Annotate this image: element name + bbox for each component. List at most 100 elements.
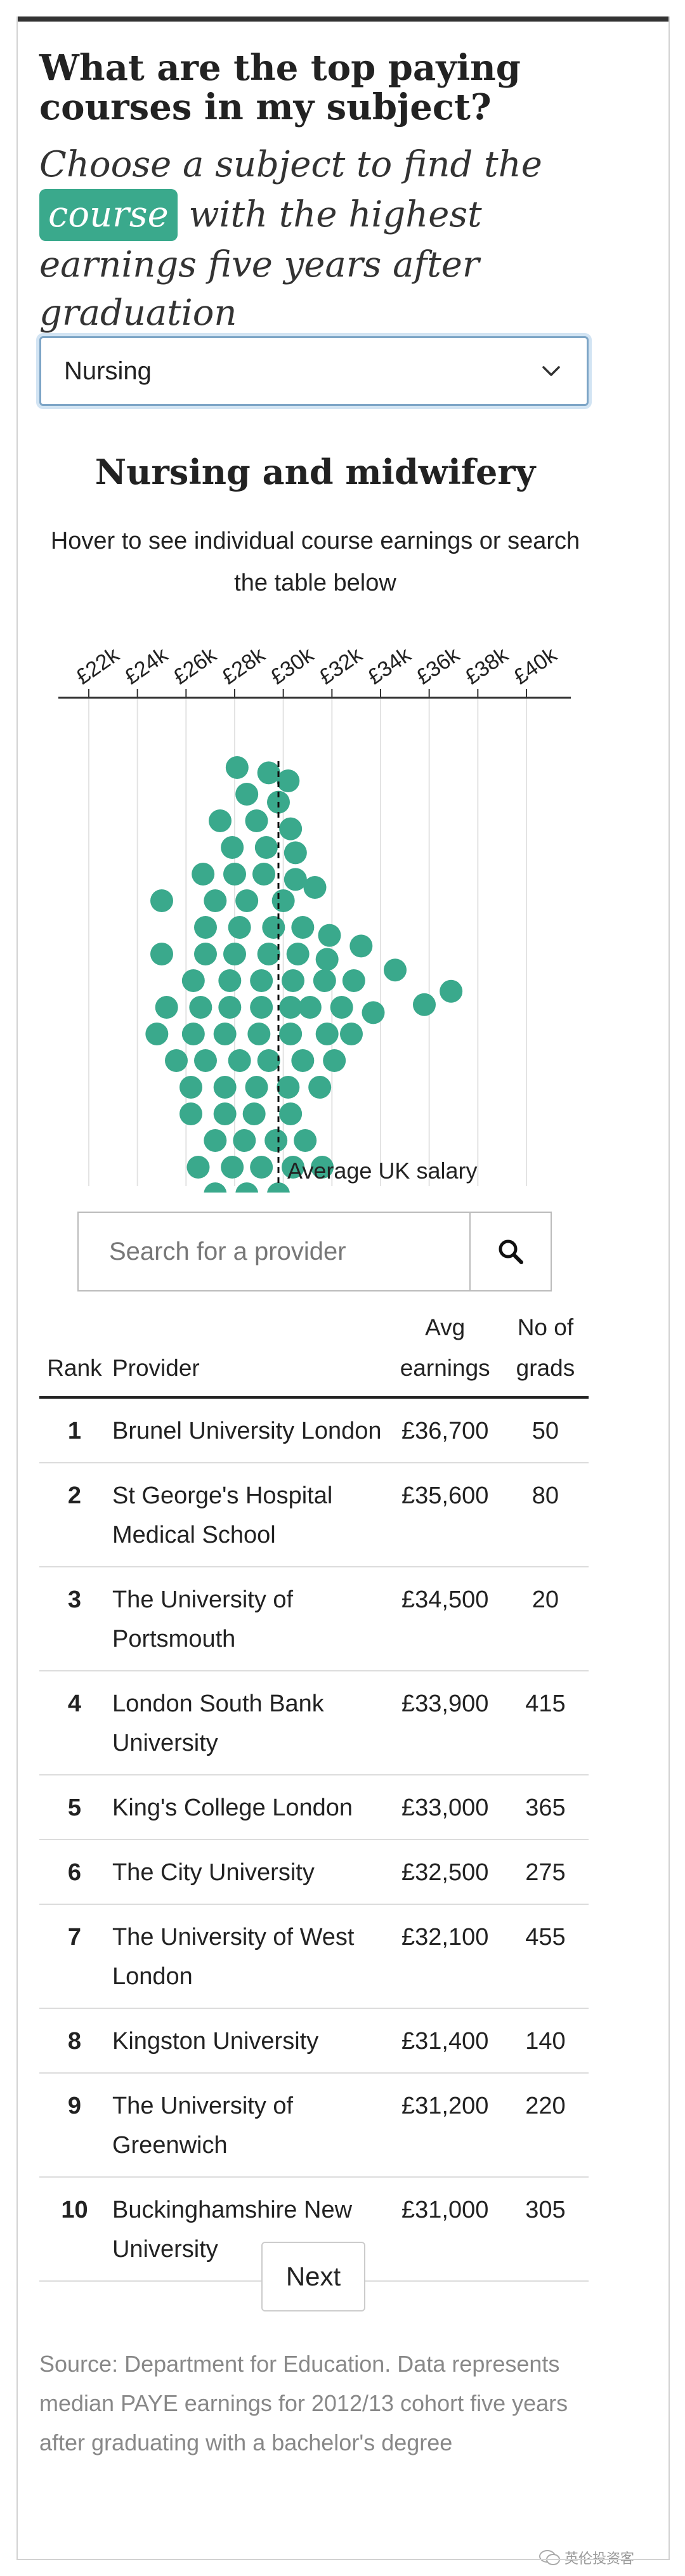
- course-point[interactable]: [235, 1182, 259, 1193]
- course-point[interactable]: [204, 1129, 227, 1152]
- provider-cell: The University of Portsmouth: [112, 1586, 294, 1652]
- course-point[interactable]: [235, 889, 259, 912]
- course-point[interactable]: [277, 1076, 300, 1099]
- header: What are the top paying courses in my su…: [39, 38, 591, 337]
- course-point[interactable]: [257, 943, 280, 965]
- x-tick-label: £24k: [120, 643, 173, 690]
- course-point[interactable]: [303, 876, 327, 899]
- course-point[interactable]: [291, 1049, 315, 1072]
- course-point[interactable]: [340, 1023, 363, 1045]
- course-point[interactable]: [213, 1102, 237, 1125]
- course-point[interactable]: [250, 996, 273, 1019]
- earnings-cell: £32,100: [401, 1924, 489, 1951]
- search-input[interactable]: [79, 1213, 469, 1290]
- course-point[interactable]: [254, 836, 278, 859]
- course-point[interactable]: [282, 969, 304, 992]
- course-point[interactable]: [313, 969, 336, 992]
- course-point[interactable]: [189, 996, 212, 1019]
- earnings-cell: £35,600: [401, 1482, 489, 1509]
- course-point[interactable]: [315, 1023, 339, 1045]
- course-point[interactable]: [311, 1156, 334, 1179]
- course-point[interactable]: [233, 1129, 256, 1152]
- course-point[interactable]: [271, 889, 295, 912]
- course-point[interactable]: [225, 756, 249, 779]
- course-point[interactable]: [235, 783, 259, 806]
- course-point[interactable]: [192, 863, 215, 886]
- course-point[interactable]: [318, 924, 341, 947]
- course-point[interactable]: [179, 1076, 202, 1099]
- course-point[interactable]: [279, 1102, 303, 1125]
- course-point[interactable]: [262, 916, 285, 939]
- bottom-rule: [16, 2559, 670, 2560]
- course-point[interactable]: [194, 916, 217, 939]
- course-point[interactable]: [279, 817, 303, 840]
- search-icon: [499, 1239, 523, 1264]
- course-point[interactable]: [264, 1129, 288, 1152]
- provider-cell: London South Bank University: [112, 1690, 324, 1756]
- course-point[interactable]: [267, 1182, 290, 1193]
- course-point[interactable]: [221, 836, 244, 859]
- course-point[interactable]: [204, 889, 227, 912]
- course-point[interactable]: [181, 969, 205, 992]
- course-point[interactable]: [228, 916, 251, 939]
- table-row: 8 Kingston University £31,400 140: [39, 2008, 589, 2073]
- course-point[interactable]: [277, 769, 300, 792]
- course-point[interactable]: [257, 1049, 280, 1072]
- course-point[interactable]: [213, 1076, 237, 1099]
- course-point[interactable]: [257, 761, 280, 785]
- course-point[interactable]: [250, 1156, 273, 1179]
- grads-cell: 20: [532, 1586, 559, 1613]
- course-point[interactable]: [221, 1156, 244, 1179]
- course-point[interactable]: [213, 1023, 237, 1045]
- next-page-button[interactable]: Next: [261, 2242, 365, 2311]
- subject-dropdown[interactable]: Nursing: [39, 336, 589, 406]
- course-point[interactable]: [294, 1129, 317, 1152]
- course-point[interactable]: [165, 1049, 188, 1072]
- course-point[interactable]: [279, 1023, 303, 1045]
- course-point[interactable]: [186, 1156, 210, 1179]
- course-point[interactable]: [282, 1156, 304, 1179]
- course-point[interactable]: [384, 958, 407, 982]
- course-point[interactable]: [247, 1023, 271, 1045]
- course-point[interactable]: [286, 943, 310, 965]
- course-point[interactable]: [218, 996, 242, 1019]
- course-point[interactable]: [223, 863, 246, 886]
- course-point[interactable]: [315, 948, 339, 971]
- course-point[interactable]: [349, 934, 373, 958]
- course-point[interactable]: [308, 1076, 332, 1099]
- chart-instruction: Hover to see individual course earnings …: [50, 528, 580, 596]
- course-point[interactable]: [242, 1102, 266, 1125]
- course-point[interactable]: [194, 943, 217, 965]
- course-point[interactable]: [279, 996, 303, 1019]
- course-point[interactable]: [342, 969, 365, 992]
- course-point[interactable]: [245, 809, 268, 832]
- course-point[interactable]: [218, 969, 242, 992]
- course-point[interactable]: [179, 1102, 202, 1125]
- course-point[interactable]: [223, 943, 246, 965]
- course-point[interactable]: [250, 969, 273, 992]
- course-point[interactable]: [330, 996, 353, 1019]
- rank-cell: 1: [67, 1418, 82, 1444]
- course-point[interactable]: [298, 996, 322, 1019]
- course-point[interactable]: [155, 996, 178, 1019]
- course-point[interactable]: [194, 1049, 217, 1072]
- course-point[interactable]: [413, 993, 436, 1016]
- course-point[interactable]: [228, 1049, 251, 1072]
- course-point[interactable]: [150, 943, 173, 965]
- course-point[interactable]: [209, 809, 232, 832]
- table-row: 5 King's College London £33,000 365: [39, 1775, 589, 1840]
- course-point[interactable]: [181, 1023, 205, 1045]
- course-point[interactable]: [245, 1076, 268, 1099]
- course-point[interactable]: [362, 1001, 385, 1024]
- course-point[interactable]: [252, 863, 275, 886]
- course-point[interactable]: [204, 1182, 227, 1193]
- course-point[interactable]: [291, 916, 315, 939]
- course-point[interactable]: [150, 889, 173, 912]
- course-point[interactable]: [284, 868, 307, 891]
- course-point[interactable]: [323, 1049, 346, 1072]
- course-point[interactable]: [284, 841, 307, 865]
- chart-points[interactable]: [145, 756, 463, 1193]
- course-point[interactable]: [145, 1023, 169, 1045]
- course-point[interactable]: [440, 979, 463, 1003]
- search-button[interactable]: [469, 1213, 551, 1290]
